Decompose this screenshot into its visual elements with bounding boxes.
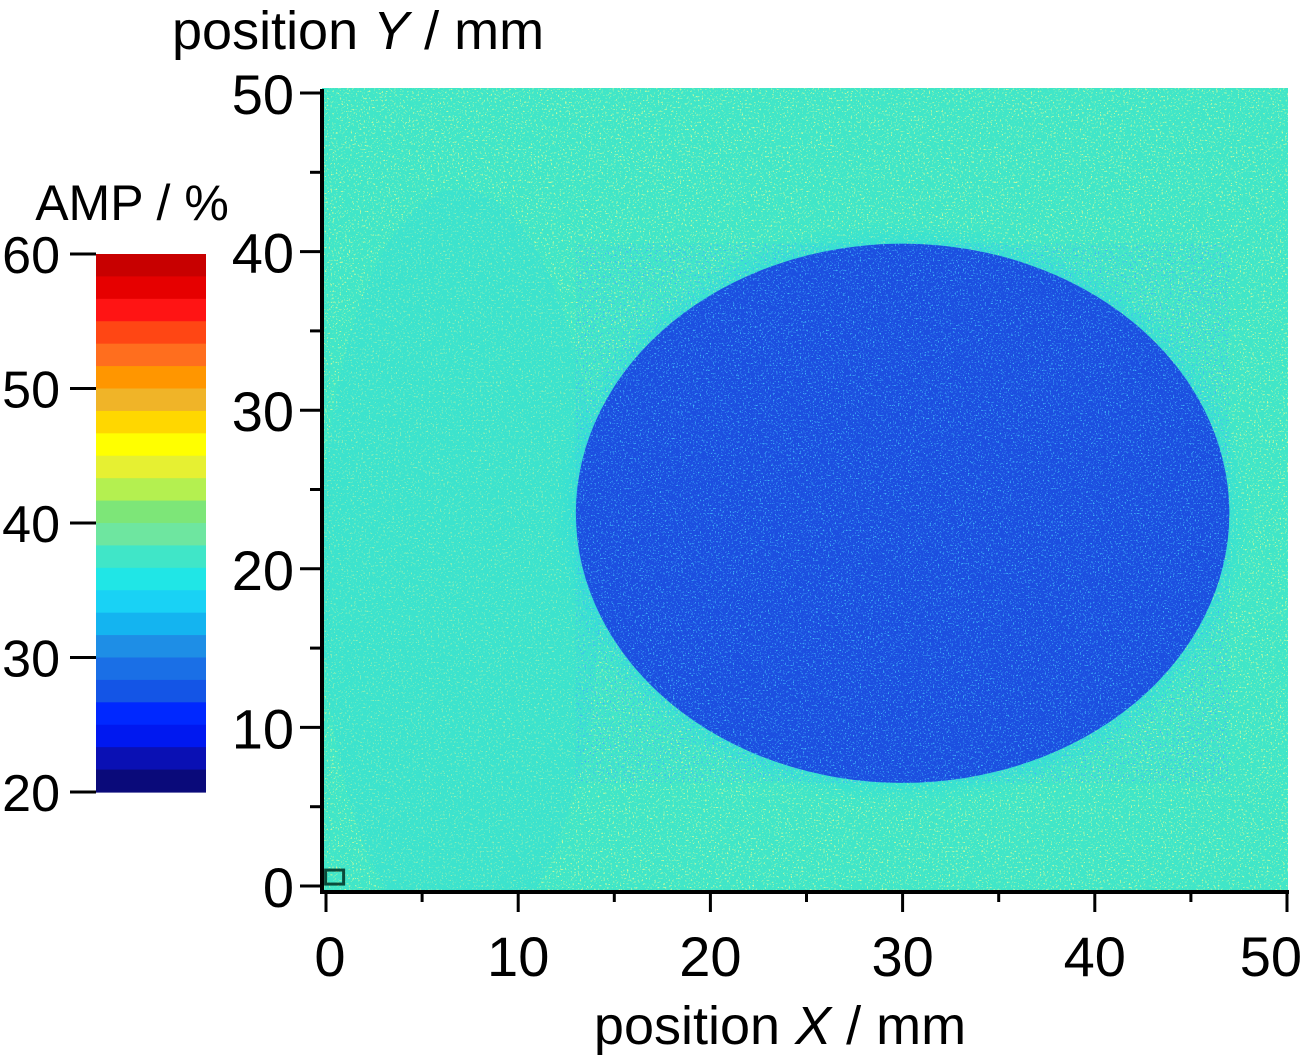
x-tick-label: 10 [487, 925, 549, 988]
colorbar-segment [96, 321, 206, 345]
colorbar-segment [96, 590, 206, 614]
colorbar-segment [96, 702, 206, 726]
y-tick-label: 40 [232, 222, 294, 285]
colorbar-segment [96, 567, 206, 591]
x-tick-label: 20 [679, 925, 741, 988]
colorbar-segment [96, 410, 206, 434]
y-tick-label: 0 [263, 856, 294, 919]
colorbar-segment [96, 298, 206, 322]
x-tick-label: 50 [1240, 925, 1302, 988]
colorbar-title: AMP / % [35, 175, 229, 231]
colorbar-segment [96, 657, 206, 681]
axes: 0 10 20 30 40 50 0 10 20 30 40 50 [232, 63, 1302, 988]
colorbar-tick-label: 60 [2, 227, 60, 285]
colorbar-segment [96, 388, 206, 412]
colorbar-tick-label: 50 [2, 362, 60, 420]
colorbar-segment [96, 545, 206, 569]
colorbar-segment [96, 523, 206, 547]
colorbar-segment [96, 343, 206, 367]
colorbar-segment [96, 433, 206, 457]
x-tick-label: 30 [871, 925, 933, 988]
origin-marker [324, 868, 346, 886]
colorbar-segment [96, 366, 206, 390]
y-tick-label: 30 [232, 380, 294, 443]
colorbar-tick-label: 20 [2, 765, 60, 823]
colorbar-segment [96, 478, 206, 502]
colorbar-segment [96, 747, 206, 771]
heatmap-area [322, 88, 1288, 890]
colorbar-segment [96, 500, 206, 524]
colorbar-segment [96, 276, 206, 300]
colorbar-tick-label: 30 [2, 631, 60, 689]
y-tick-label: 20 [232, 539, 294, 602]
heatmap-shading [322, 188, 601, 890]
colorbar-segment [96, 254, 206, 278]
colorbar-segment [96, 455, 206, 479]
colorbar-segment [96, 679, 206, 703]
x-tick-label: 40 [1064, 925, 1126, 988]
y-axis-title: position Y / mm [172, 1, 544, 61]
colorbar-segment [96, 635, 206, 659]
colorbar-segment [96, 612, 206, 636]
defect-noise [575, 243, 1230, 783]
colorbar-segment [96, 724, 206, 748]
x-axis-title: position X / mm [594, 996, 966, 1056]
colorbar-segment [96, 769, 206, 793]
colorbar-tick-label: 40 [2, 496, 60, 554]
y-tick-label: 10 [232, 697, 294, 760]
y-tick-label: 50 [232, 63, 294, 126]
colorbar: 20 30 40 50 60 [2, 227, 206, 823]
x-tick-label: 0 [314, 925, 345, 988]
